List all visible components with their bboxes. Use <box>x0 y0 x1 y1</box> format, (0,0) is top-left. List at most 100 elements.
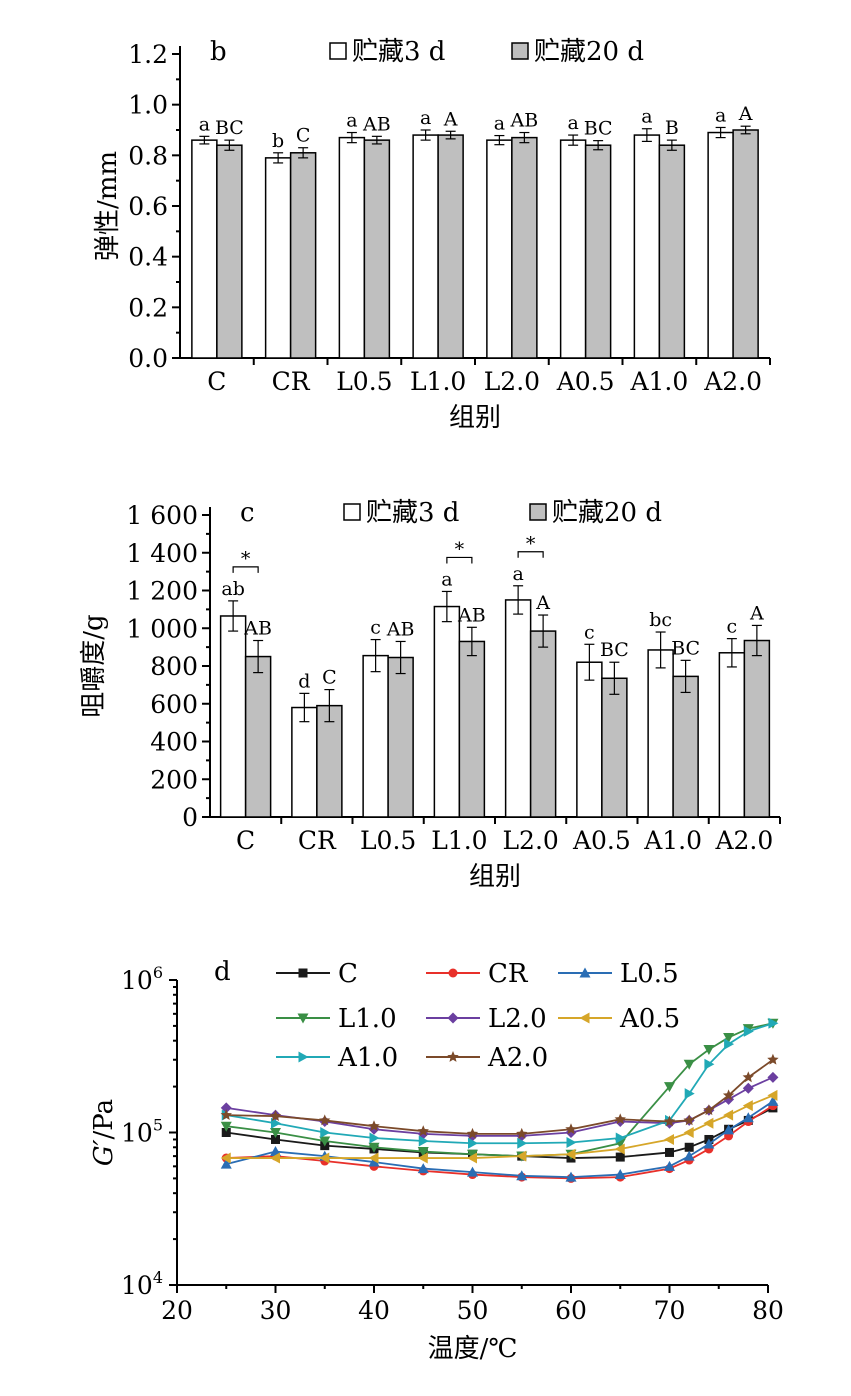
bar <box>289 152 317 359</box>
bar <box>672 675 699 818</box>
data-label: a <box>420 107 431 129</box>
marker <box>467 1152 477 1164</box>
marker <box>417 1125 429 1137</box>
series-line <box>226 1100 774 1178</box>
data-label: C <box>322 667 337 689</box>
legend-label: 贮藏20 d <box>534 37 644 67</box>
y-tick-label: 1 600 <box>126 501 198 530</box>
bar <box>601 677 628 818</box>
series-line <box>226 1076 774 1137</box>
y-tick-label: 106 <box>121 963 163 995</box>
y-tick-label: 1.0 <box>128 91 168 120</box>
legend-label: CR <box>488 959 529 989</box>
marker <box>271 1134 280 1144</box>
marker <box>368 1142 380 1153</box>
x-tick-label: L0.5 <box>360 826 416 855</box>
legend-label: L2.0 <box>488 1004 547 1034</box>
marker <box>417 1147 429 1158</box>
data-label: B <box>665 117 679 139</box>
significance-bracket <box>517 551 544 558</box>
marker <box>417 1163 429 1174</box>
x-tick-label: L2.0 <box>502 826 558 855</box>
marker <box>664 1082 675 1093</box>
bar <box>511 136 538 359</box>
marker <box>565 1148 576 1160</box>
data-label: A <box>749 602 764 624</box>
marker <box>220 1158 232 1169</box>
data-label: d <box>298 670 310 692</box>
y-axis-label: 咀嚼度/g <box>79 614 109 717</box>
marker <box>467 1166 478 1177</box>
bar <box>633 134 661 359</box>
legend-label: 贮藏3 d <box>352 37 445 67</box>
marker <box>703 1117 714 1129</box>
bar <box>504 599 532 818</box>
bar <box>291 706 318 818</box>
bar <box>437 134 464 359</box>
marker <box>704 1058 715 1070</box>
series-cr <box>221 1101 778 1183</box>
x-tick-label: 70 <box>654 1296 686 1325</box>
data-label: a <box>199 113 210 135</box>
marker <box>742 1071 755 1083</box>
marker <box>723 1109 734 1121</box>
marker <box>703 1045 715 1056</box>
marker <box>614 1169 626 1180</box>
bar <box>412 134 439 359</box>
bar <box>718 652 746 818</box>
marker <box>368 1152 379 1164</box>
y-tick-label: 1 000 <box>126 614 198 643</box>
chart-b: 0.0 0.2 0.4 0.6 0.8 1.0 1.2 C CR L0.5 L1.0 L2.0 A0.5… <box>93 37 771 433</box>
data-label: BC <box>600 639 629 661</box>
y-tick-label: 1.2 <box>128 40 168 69</box>
bar <box>743 639 771 818</box>
bar <box>486 139 513 359</box>
chart-d: 20 30 40 50 60 70 80 104 105 106 温度/℃ G′/Pa d C CR L0.5… <box>89 957 784 1364</box>
marker <box>684 1088 695 1100</box>
marker <box>665 1147 674 1157</box>
marker <box>614 1143 625 1155</box>
marker <box>742 1082 754 1094</box>
x-tick-label: C <box>236 826 255 855</box>
data-label: bc <box>649 609 672 631</box>
marker <box>298 968 308 978</box>
bar <box>576 661 603 818</box>
series-line <box>226 1104 774 1180</box>
bar <box>219 615 247 818</box>
marker <box>220 1121 232 1132</box>
y-tick-label: 104 <box>121 1268 163 1300</box>
bar <box>264 157 292 359</box>
y-tick-label: 200 <box>150 765 198 794</box>
marker <box>579 967 591 978</box>
series-a2-0 <box>220 1053 779 1139</box>
data-label: A <box>443 108 458 130</box>
y-axis-label: G′/Pa <box>89 1099 119 1166</box>
marker <box>767 1095 779 1106</box>
data-label: c <box>370 617 381 639</box>
marker <box>468 1137 478 1149</box>
series-a1-0 <box>221 1017 779 1149</box>
marker <box>703 1104 715 1116</box>
x-tick-label: 20 <box>161 1296 193 1325</box>
data-label: AB <box>510 110 539 132</box>
bar <box>387 656 414 818</box>
marker <box>319 1152 330 1164</box>
legend-swatch <box>343 503 361 521</box>
bar <box>338 136 366 359</box>
significance-bracket <box>232 566 259 573</box>
data-label: ab <box>221 578 245 600</box>
bar <box>647 649 674 818</box>
marker <box>368 1156 380 1167</box>
bar <box>559 139 587 359</box>
marker <box>663 1115 676 1127</box>
x-tick-label: A1.0 <box>643 826 702 855</box>
marker <box>220 1152 231 1164</box>
bar <box>362 654 389 818</box>
marker <box>683 1127 694 1138</box>
marker <box>579 1012 590 1024</box>
marker <box>767 1071 779 1083</box>
marker <box>684 1142 694 1152</box>
marker <box>683 1114 695 1126</box>
marker <box>369 1132 380 1144</box>
